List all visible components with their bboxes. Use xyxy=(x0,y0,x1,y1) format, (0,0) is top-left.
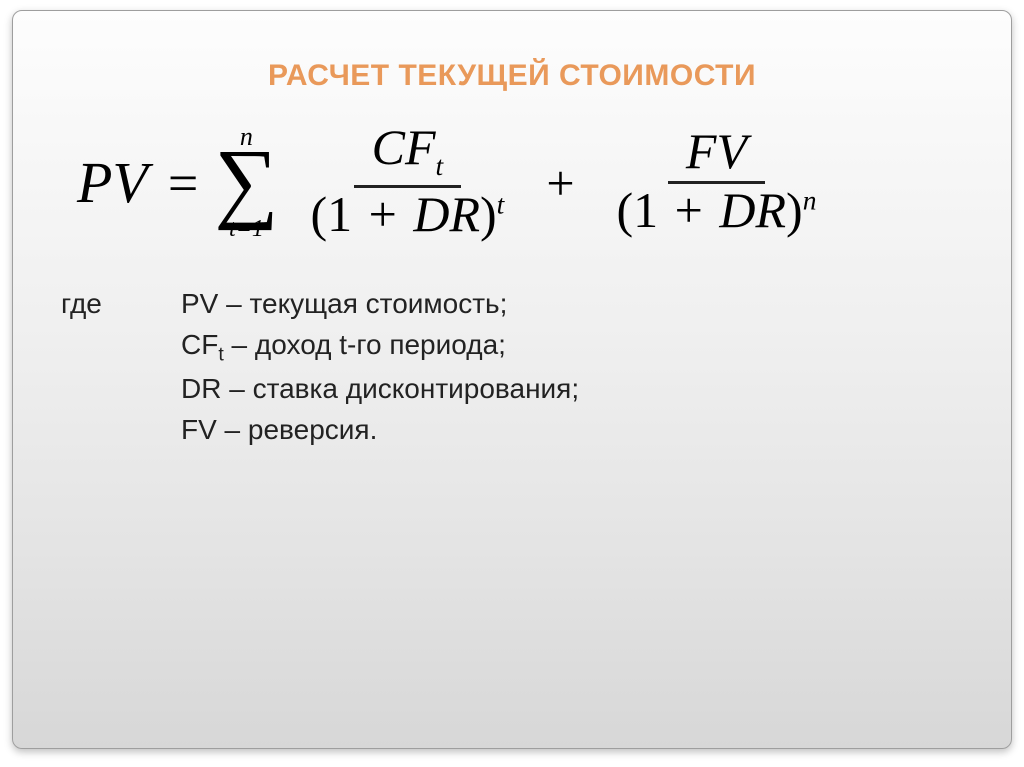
plus-sign: + xyxy=(546,154,574,212)
frac1-num-base: CF xyxy=(372,119,436,175)
slide-card: РАСЧЕТ ТЕКУЩЕЙ СТОИМОСТИ PV = n ∑ t=1 CF… xyxy=(12,10,1012,749)
fraction-1: CFt (1 + DR)t xyxy=(293,121,523,244)
legend: где PV – текущая стоимость; CFt – доход … xyxy=(61,284,971,450)
frac2-close: ) xyxy=(786,182,803,238)
frac2-denominator: (1 + DR)n xyxy=(599,184,835,241)
sum-lower: t=1 xyxy=(229,217,264,241)
frac1-var: DR xyxy=(413,186,480,242)
legend-line-1: PV – текущая стоимость; xyxy=(181,284,507,325)
frac2-plus: + xyxy=(675,182,703,238)
frac1-numerator: CFt xyxy=(354,121,462,188)
legend-row-1: где PV – текущая стоимость; xyxy=(61,284,971,325)
legend-line-3: DR – ставка дисконтирования; xyxy=(181,369,579,410)
legend-row-4: FV – реверсия. xyxy=(61,410,971,451)
sigma-symbol: ∑ xyxy=(214,148,278,216)
frac2-open: (1 xyxy=(617,182,659,238)
legend-where: где xyxy=(61,284,181,325)
frac1-plus: + xyxy=(369,186,397,242)
legend-l2-sym: CF xyxy=(181,329,218,360)
frac1-open: (1 xyxy=(311,186,353,242)
formula: PV = n ∑ t=1 CFt (1 + DR)t + FV xyxy=(77,121,971,244)
formula-lhs: PV xyxy=(77,149,148,216)
frac1-close: ) xyxy=(480,186,497,242)
frac2-numerator: FV xyxy=(668,125,765,185)
frac2-exp: n xyxy=(803,185,817,216)
slide-outer: РАСЧЕТ ТЕКУЩЕЙ СТОИМОСТИ PV = n ∑ t=1 CF… xyxy=(0,0,1024,767)
summation: n ∑ t=1 xyxy=(214,124,278,242)
frac1-denominator: (1 + DR)t xyxy=(293,188,523,245)
equals-sign: = xyxy=(168,152,198,214)
slide-title: РАСЧЕТ ТЕКУЩЕЙ СТОИМОСТИ xyxy=(53,59,971,93)
legend-row-2: CFt – доход t-го периода; xyxy=(61,325,971,369)
legend-line-4: FV – реверсия. xyxy=(181,410,377,451)
frac2-var: DR xyxy=(719,182,786,238)
legend-l2-rest: – доход t-го периода; xyxy=(224,329,506,360)
fraction-2: FV (1 + DR)n xyxy=(599,125,835,241)
legend-row-3: DR – ставка дисконтирования; xyxy=(61,369,971,410)
legend-line-2: CFt – доход t-го периода; xyxy=(181,325,506,369)
frac1-num-sub: t xyxy=(436,150,444,181)
frac1-exp: t xyxy=(497,188,505,219)
